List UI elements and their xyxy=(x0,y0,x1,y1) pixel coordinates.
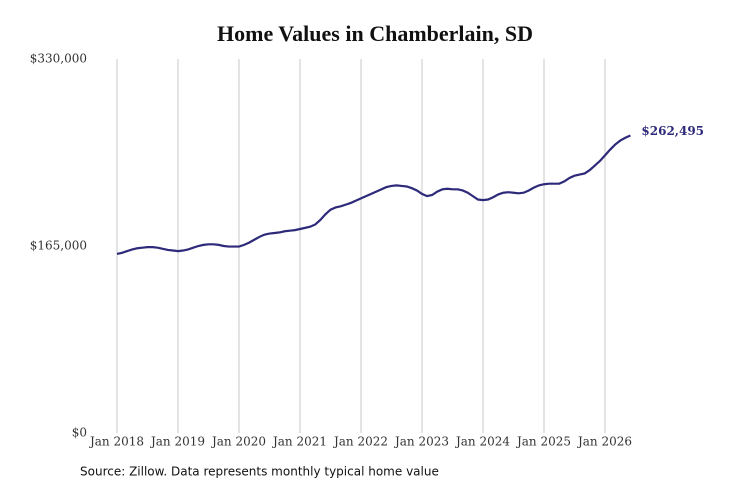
y-tick-label: $330,000 xyxy=(30,52,87,66)
x-tick-label: Jan 2020 xyxy=(210,435,266,449)
y-tick-label: $165,000 xyxy=(30,239,87,253)
source-note: Source: Zillow. Data represents monthly … xyxy=(80,465,439,479)
x-tick-label: Jan 2019 xyxy=(149,435,205,449)
x-tick-label: Jan 2024 xyxy=(454,435,510,449)
chart-title: Home Values in Chamberlain, SD xyxy=(217,21,533,46)
y-tick-label: $0 xyxy=(72,426,87,440)
x-tick-label: Jan 2023 xyxy=(393,435,449,449)
x-tick-label: Jan 2025 xyxy=(515,435,571,449)
x-tick-label: Jan 2018 xyxy=(88,435,144,449)
x-tick-label: Jan 2026 xyxy=(576,435,632,449)
line xyxy=(116,134,631,256)
x-tick-label: Jan 2022 xyxy=(332,435,388,449)
x-tick-label: Jan 2021 xyxy=(271,435,327,449)
data-label: $262,495 xyxy=(641,124,704,138)
